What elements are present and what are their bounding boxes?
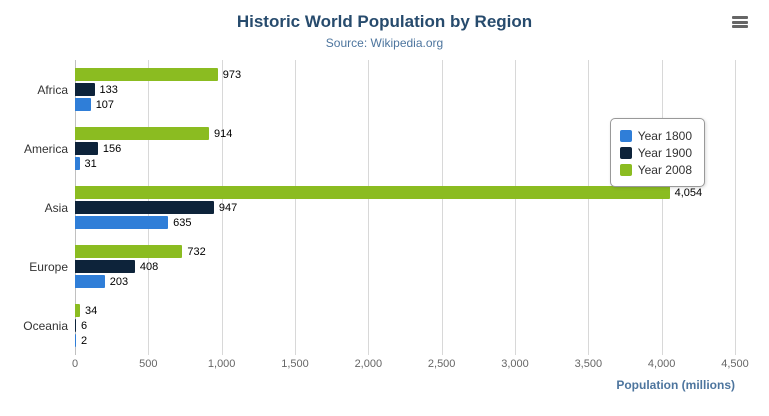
bar-row: 31: [75, 157, 735, 170]
bar-america-year-2008[interactable]: [75, 127, 210, 140]
bar-value-label: 31: [84, 157, 97, 170]
gridline: [295, 60, 296, 355]
bar-value-label: 156: [102, 142, 122, 155]
legend-label: Year 1900: [637, 145, 692, 160]
bar-asia-year-1900[interactable]: [75, 201, 214, 214]
x-tick-label: 1,000: [207, 358, 236, 370]
category-label: Europe: [29, 259, 68, 274]
x-tick-label: 3,000: [501, 358, 529, 370]
bar-america-year-1900[interactable]: [75, 142, 98, 155]
chart-title: Historic World Population by Region: [236, 12, 533, 31]
bar-value-label: 2: [81, 334, 88, 347]
bar-row: 914: [75, 127, 735, 140]
category-label: Oceania: [23, 318, 68, 333]
bar-row: 107: [75, 98, 735, 111]
bar-asia-year-2008[interactable]: [75, 186, 670, 199]
legend-item-year-1900[interactable]: Year 1900: [619, 144, 692, 161]
x-tick-label: 2,500: [427, 358, 456, 370]
legend-item-year-2008[interactable]: Year 2008: [619, 161, 692, 178]
bar-row: 2: [75, 334, 735, 347]
x-tick-label: 0: [71, 358, 79, 370]
bar-value-label: 203: [109, 275, 129, 288]
bar-america-year-1800[interactable]: [75, 157, 80, 170]
bar-oceania-year-2008[interactable]: [75, 304, 80, 317]
gridline: [221, 60, 223, 355]
bar-value-label: 635: [173, 216, 192, 229]
legend-swatch: [619, 129, 632, 142]
bar-value-label: 6: [81, 319, 88, 332]
bar-row: 133: [75, 83, 735, 96]
gridline: [441, 60, 443, 355]
gridline: [515, 60, 516, 355]
bar-europe-year-1900[interactable]: [75, 260, 135, 273]
x-axis-title: Population (millions): [616, 378, 735, 392]
bar-oceania-year-1900[interactable]: [75, 319, 76, 332]
bar-row: 947: [75, 201, 735, 214]
bar-value-label: 34: [84, 304, 98, 317]
category-label: America: [23, 141, 68, 156]
bar-row: 635: [75, 216, 735, 229]
bar-europe-year-1800[interactable]: [75, 275, 105, 288]
bar-oceania-year-1800[interactable]: [75, 334, 76, 347]
hamburger-menu-icon[interactable]: [729, 14, 751, 30]
gridline: [588, 60, 590, 355]
category-axis: Africa America Asia Europe Oceania: [0, 60, 68, 355]
bar-value-label: 732: [187, 245, 206, 258]
category-label: Africa: [37, 82, 68, 97]
bar-africa-year-1900[interactable]: [75, 83, 95, 96]
x-tick-label: 4,500: [721, 358, 749, 370]
category-label: Asia: [44, 200, 68, 215]
gridline: [735, 60, 736, 355]
chart-subtitle: Source: Wikipedia.org: [325, 36, 444, 50]
x-tick-label: 2,000: [354, 358, 383, 370]
bar-row: 4,054: [75, 186, 735, 199]
legend-item-year-1800[interactable]: Year 1800: [619, 127, 692, 144]
bar-africa-year-2008[interactable]: [75, 68, 218, 81]
x-tick-label: 4,000: [647, 358, 676, 370]
bar-row: 34: [75, 304, 735, 317]
bar-row: 203: [75, 275, 735, 288]
gridline: [661, 60, 663, 355]
legend-label: Year 1800: [637, 128, 692, 143]
bar-row: 973: [75, 68, 735, 81]
legend-swatch: [619, 163, 632, 176]
x-tick-label: 500: [139, 358, 158, 370]
bar-row: 156: [75, 142, 735, 155]
x-tick-label: 1,500: [281, 358, 309, 370]
x-axis-tick-labels: 0 500 1,000 1,500 2,000 2,500 3,000 3,500 4,000 4…: [71, 358, 749, 374]
gridline: [368, 60, 370, 355]
bar-value-label: 408: [139, 260, 159, 273]
bar-asia-year-1800[interactable]: [75, 216, 169, 229]
plot-area: 973 133 107 914 156 31 4,054 947 635 732 408 203 34 6…: [75, 60, 736, 355]
bar-row: 732: [75, 245, 735, 258]
bar-value-label: 947: [218, 201, 238, 214]
legend-label: Year 2008: [637, 162, 692, 177]
x-tick-label: 3,500: [574, 358, 603, 370]
bar-value-label: 914: [214, 127, 233, 140]
bar-value-label: 107: [95, 98, 115, 111]
legend: Year 1800 Year 1900 Year 2008: [609, 118, 705, 187]
bar-row: 408: [75, 260, 735, 273]
bar-africa-year-1800[interactable]: [75, 98, 91, 111]
bar-value-label: 973: [222, 68, 242, 81]
bar-row: 6: [75, 319, 735, 332]
bar-value-label: 4,054: [674, 186, 703, 199]
legend-swatch: [619, 146, 632, 159]
bar-value-label: 133: [99, 83, 118, 96]
bar-europe-year-2008[interactable]: [75, 245, 183, 258]
